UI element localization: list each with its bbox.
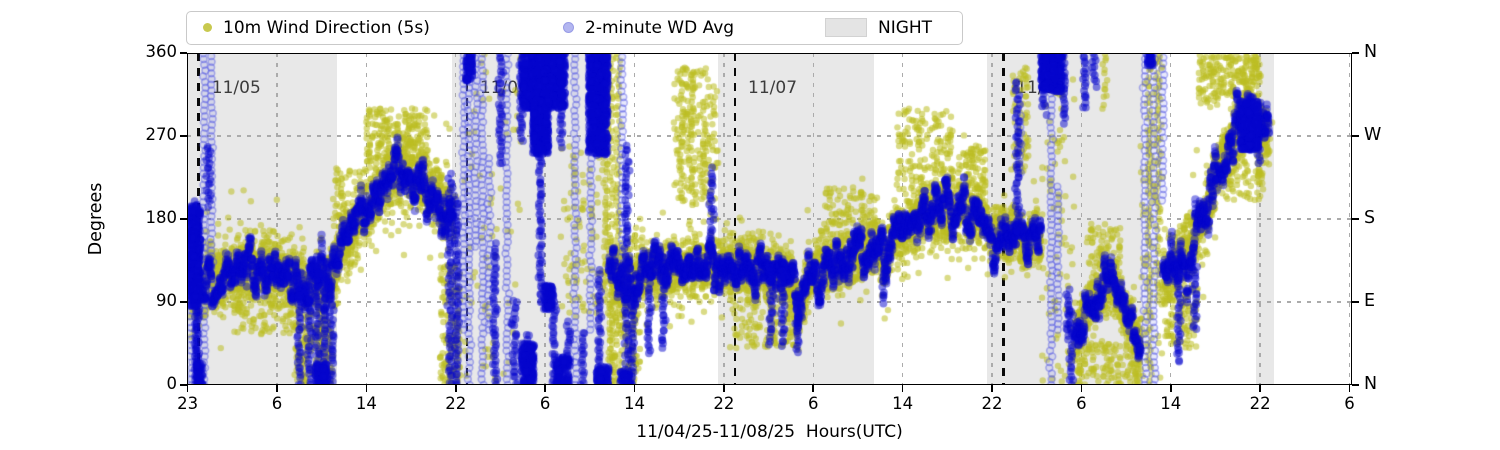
x-tick-label: 6: [1076, 394, 1087, 413]
x-tick-label: 14: [892, 394, 914, 413]
x-tick-mark: [365, 385, 368, 392]
y-tick-label: 90: [156, 291, 177, 310]
compass-tick-label: N: [1364, 42, 1378, 62]
y-tick-label: 360: [145, 42, 178, 61]
x-tick-label: 22: [1249, 394, 1271, 413]
y-tick-mark-left: [180, 384, 187, 386]
x-tick-label: 23: [177, 394, 199, 413]
x-tick-mark: [1080, 385, 1083, 392]
x-tick-mark: [1348, 385, 1351, 392]
night-patch-icon: [825, 18, 867, 37]
x-tick-label: 6: [539, 394, 551, 413]
y-axis-label: Degrees: [86, 182, 106, 256]
x-tick-label: 22: [445, 394, 467, 413]
y-tick-mark-right: [1352, 218, 1359, 220]
x-tick-mark: [812, 385, 815, 392]
x-tick-mark: [544, 385, 546, 392]
y-tick-mark-left: [180, 52, 187, 54]
y-tick-mark-left: [180, 301, 187, 303]
x-tick-label: 22: [713, 394, 735, 413]
x-tick-mark: [454, 385, 457, 392]
scatter-canvas: [187, 53, 1352, 385]
x-tick-mark: [901, 385, 904, 392]
lightblue-dot-icon: [563, 22, 574, 33]
legend: 10m Wind Direction (5s) 2-minute WD Avg …: [186, 11, 963, 45]
y-tick-mark-right: [1352, 135, 1359, 137]
legend-item-5s: 10m Wind Direction (5s): [203, 12, 430, 43]
y-tick-label: 180: [145, 208, 178, 227]
olive-dot-icon: [203, 23, 212, 32]
y-tick-mark-right: [1352, 384, 1359, 386]
y-tick-label: 0: [166, 374, 178, 393]
compass-tick-label: N: [1364, 374, 1378, 394]
x-tick-label: 22: [981, 394, 1003, 413]
x-tick-mark: [276, 385, 278, 392]
legend-item-2min: 2-minute WD Avg: [563, 12, 734, 43]
x-tick-label: 14: [623, 394, 645, 413]
x-tick-mark: [633, 385, 636, 392]
x-tick-label: 14: [355, 394, 377, 413]
x-tick-mark: [186, 385, 189, 392]
x-axis-label: 11/04/25-11/08/25 Hours(UTC): [636, 422, 903, 442]
x-tick-mark: [1259, 385, 1261, 392]
x-tick-label: 6: [1344, 394, 1355, 413]
y-tick-mark-left: [180, 135, 187, 137]
legend-item-night: NIGHT: [825, 12, 932, 43]
legend-label-5s: 10m Wind Direction (5s): [223, 17, 430, 38]
compass-tick-label: S: [1364, 208, 1376, 228]
x-tick-label: 6: [271, 394, 283, 413]
x-tick-mark: [1169, 385, 1172, 392]
x-tick-mark: [991, 385, 993, 392]
compass-tick-label: W: [1364, 125, 1382, 145]
x-tick-mark: [723, 385, 725, 392]
x-tick-label: 6: [807, 394, 819, 413]
legend-label-2min: 2-minute WD Avg: [585, 17, 735, 38]
compass-tick-label: E: [1364, 291, 1376, 311]
y-tick-label: 270: [145, 125, 178, 144]
x-tick-label: 14: [1160, 394, 1182, 413]
y-tick-mark-left: [180, 218, 187, 220]
y-tick-mark-right: [1352, 301, 1359, 303]
y-tick-mark-right: [1352, 52, 1359, 54]
legend-label-night: NIGHT: [878, 17, 933, 38]
